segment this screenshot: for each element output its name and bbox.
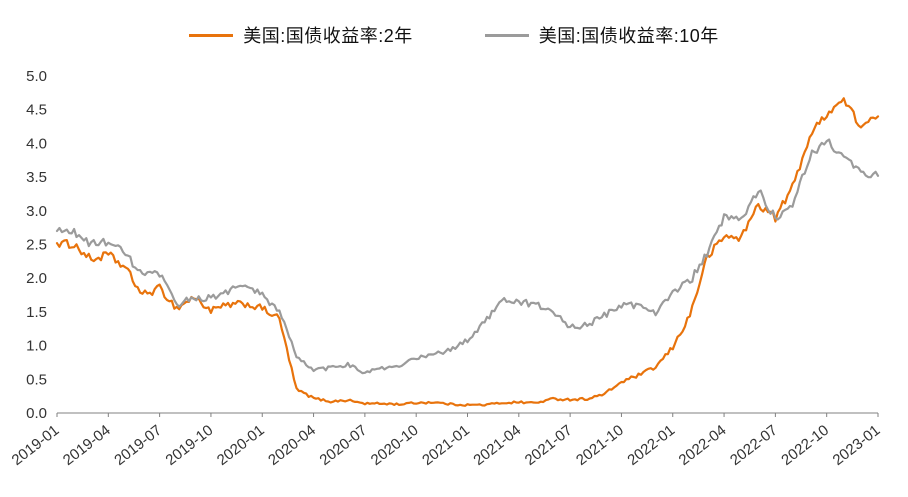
legend-label-10y: 美国:国债收益率:10年 [538,26,719,46]
svg-text:2022-04: 2022-04 [676,422,730,469]
svg-text:2019-01: 2019-01 [9,422,63,469]
legend-item-2y: 美国:国债收益率:2年 [189,22,413,48]
svg-text:1.5: 1.5 [26,304,47,321]
svg-text:2022-10: 2022-10 [778,422,832,469]
svg-text:4.0: 4.0 [26,135,47,152]
svg-text:1.0: 1.0 [26,338,47,355]
svg-text:2020-07: 2020-07 [316,422,370,469]
svg-text:2019-07: 2019-07 [111,422,165,469]
svg-text:2.5: 2.5 [26,237,47,254]
legend-swatch-2y [189,33,234,37]
svg-text:2020-01: 2020-01 [214,422,268,469]
svg-text:0.5: 0.5 [26,371,47,388]
svg-text:3.5: 3.5 [26,169,47,186]
legend-label-2y: 美国:国债收益率:2年 [243,26,413,46]
legend-item-10y: 美国:国债收益率:10年 [484,22,719,48]
svg-text:2021-01: 2021-01 [419,422,473,469]
svg-text:2021-10: 2021-10 [573,422,627,469]
svg-text:5.0: 5.0 [26,68,47,85]
svg-text:0.0: 0.0 [26,405,47,422]
svg-text:2021-04: 2021-04 [470,422,524,469]
svg-text:2020-10: 2020-10 [368,422,422,469]
svg-text:4.5: 4.5 [26,102,47,119]
legend-swatch-10y [484,33,529,37]
svg-text:2022-07: 2022-07 [727,422,781,469]
svg-text:2022-01: 2022-01 [624,422,678,469]
svg-text:2023-01: 2023-01 [830,422,884,469]
svg-text:2.0: 2.0 [26,270,47,287]
svg-text:3.0: 3.0 [26,203,47,220]
chart-legend: 美国:国债收益率:2年 美国:国债收益率:10年 [0,22,908,48]
svg-text:2019-10: 2019-10 [163,422,217,469]
svg-text:2020-04: 2020-04 [265,422,319,469]
svg-text:2021-07: 2021-07 [522,422,576,469]
svg-text:2019-04: 2019-04 [60,422,114,469]
